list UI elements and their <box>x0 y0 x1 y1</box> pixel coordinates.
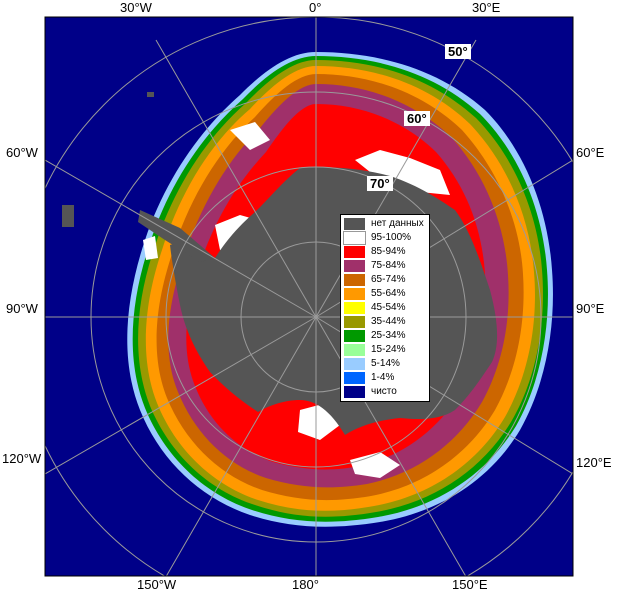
axis-label-top-0: 0° <box>309 0 322 15</box>
latitude-label-60: 60° <box>404 111 430 126</box>
legend-label: 55-64% <box>371 288 406 299</box>
legend-label: 15-24% <box>371 344 406 355</box>
legend-swatch <box>344 372 365 384</box>
legend-swatch <box>344 260 365 272</box>
legend-label: 85-94% <box>371 246 406 257</box>
axis-label-top-30e: 30°E <box>472 0 501 15</box>
latitude-label-70: 70° <box>367 176 393 191</box>
legend-swatch <box>344 344 365 356</box>
legend-item-35-44: 35-44% <box>344 315 428 329</box>
legend-item-95-100: 95-100% <box>343 231 428 245</box>
legend-label: нет данных <box>371 218 424 229</box>
legend-label: 1-4% <box>371 372 395 383</box>
no-data-speck <box>62 205 74 227</box>
legend-label: 25-34% <box>371 330 406 341</box>
legend-swatch <box>344 218 365 230</box>
legend-item-85-94: 85-94% <box>344 245 428 259</box>
ice-white-patch <box>350 452 400 478</box>
map-border <box>44 16 574 577</box>
latitude-label-50: 50° <box>445 44 471 59</box>
legend-swatch <box>343 231 366 245</box>
legend-swatch <box>344 316 365 328</box>
legend-item-25-34: 25-34% <box>344 329 428 343</box>
legend-label: 35-44% <box>371 316 406 327</box>
legend: нет данных 95-100% 85-94% 75-84% 65-74% … <box>340 214 430 402</box>
legend-swatch <box>344 246 365 258</box>
legend-item-55-64: 55-64% <box>344 287 428 301</box>
ice-white-patch <box>230 122 270 150</box>
axis-label-left-90w: 90°W <box>6 301 38 316</box>
legend-item-no-data: нет данных <box>344 217 428 231</box>
legend-label: чисто <box>371 386 397 397</box>
legend-item-75-84: 75-84% <box>344 259 428 273</box>
axis-label-bottom-180: 180° <box>292 577 319 592</box>
legend-swatch <box>344 330 365 342</box>
legend-swatch <box>344 288 365 300</box>
legend-item-5-14: 5-14% <box>344 357 428 371</box>
ice-white-patch <box>143 236 158 260</box>
legend-item-45-54: 45-54% <box>344 301 428 315</box>
legend-label: 95-100% <box>371 232 412 243</box>
legend-item-15-24: 15-24% <box>344 343 428 357</box>
legend-item-65-74: 65-74% <box>344 273 428 287</box>
legend-swatch <box>344 302 365 314</box>
legend-label: 65-74% <box>371 274 406 285</box>
legend-swatch <box>344 386 365 398</box>
axis-label-right-90e: 90°E <box>576 301 605 316</box>
legend-swatch <box>344 274 365 286</box>
legend-label: 75-84% <box>371 260 406 271</box>
axis-label-left-120w: 120°W <box>2 451 42 466</box>
axis-label-top-30w: 30°W <box>120 0 152 15</box>
axis-label-right-60e: 60°E <box>576 145 605 160</box>
ice-white-patch <box>355 150 450 195</box>
axis-label-bottom-150w: 150°W <box>137 577 177 592</box>
axis-label-bottom-150e: 150°E <box>452 577 488 592</box>
legend-item-clear: чисто <box>344 385 428 399</box>
legend-label: 45-54% <box>371 302 406 313</box>
no-data-speck <box>147 92 154 97</box>
legend-item-1-4: 1-4% <box>344 371 428 385</box>
axis-label-left-60w: 60°W <box>6 145 38 160</box>
legend-swatch <box>344 358 365 370</box>
legend-label: 5-14% <box>371 358 400 369</box>
axis-label-right-120e: 120°E <box>576 455 612 470</box>
